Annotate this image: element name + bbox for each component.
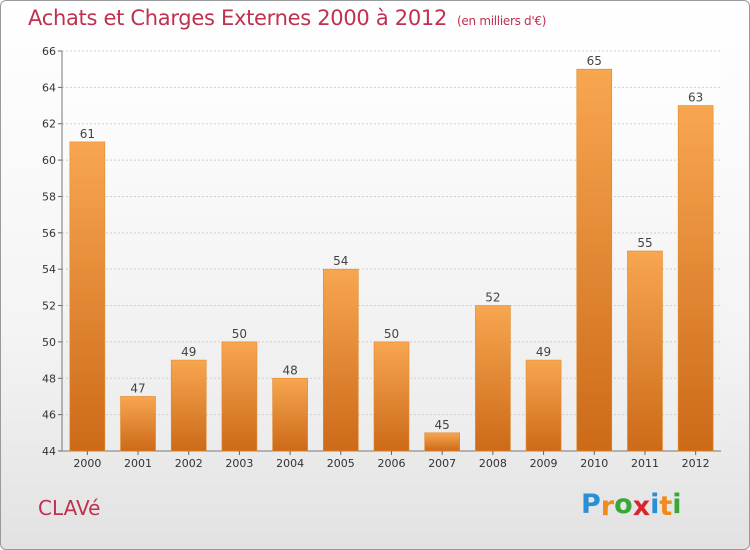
data-label-2012: 63 [688,91,703,105]
logo-letter: P [581,489,601,520]
chart-title-text: Achats et Charges Externes 2000 à 2012 [28,6,448,30]
x-tick-label-2007: 2007 [428,457,456,470]
data-label-2001: 47 [130,381,145,395]
chart-subtitle: (en milliers d'€) [457,14,547,28]
y-tick-label: 50 [42,336,56,349]
bar-2006 [373,341,410,452]
y-tick-label: 56 [42,227,56,240]
bar-2010 [576,68,613,452]
x-tick-label-2011: 2011 [631,457,659,470]
bar-2001 [120,396,156,452]
data-label-2007: 45 [435,418,450,432]
x-tick-label-2004: 2004 [276,457,304,470]
logo-letter: i [672,489,682,520]
data-label-2002: 49 [181,345,196,359]
logo-letter: t [659,491,673,522]
x-tick-label-2005: 2005 [327,457,355,470]
x-tick-label-2000: 2000 [73,457,101,470]
y-tick-label: 46 [42,409,56,422]
y-tick-label: 64 [42,81,56,94]
data-label-2006: 50 [384,327,399,341]
bar-2012 [677,105,714,452]
logo-letter: r [600,491,615,522]
data-label-2009: 49 [536,345,551,359]
data-label-2005: 54 [333,254,348,268]
bar-2002 [170,359,207,452]
x-tick-label-2008: 2008 [479,457,507,470]
x-tick-label-2001: 2001 [124,457,152,470]
proxiti-logo: Proxiti [581,489,682,522]
commune-name: CLAVé [38,496,101,520]
data-label-2008: 52 [485,291,500,305]
bar-2008 [475,305,511,452]
bar-2004 [272,377,308,452]
y-tick-label: 62 [42,118,56,131]
x-tick-label-2009: 2009 [530,457,558,470]
data-label-2000: 61 [80,127,95,141]
logo-letter: i [650,489,660,520]
x-tick-label-2012: 2012 [682,457,710,470]
bar-2005 [323,268,359,452]
data-label-2004: 48 [282,363,297,377]
data-label-2003: 50 [232,327,247,341]
x-tick-label-2002: 2002 [175,457,203,470]
logo-letter: x [632,491,651,522]
y-tick-label: 54 [42,263,56,276]
x-tick-label-2003: 2003 [225,457,253,470]
y-tick-label: 52 [42,300,56,313]
y-tick-label: 44 [42,445,56,458]
data-label-2011: 55 [637,236,652,250]
x-tick-label-2010: 2010 [580,457,608,470]
bar-2007 [424,432,460,452]
y-tick-label: 66 [42,45,56,58]
data-label-2010: 65 [587,54,602,68]
y-tick-label: 48 [42,372,56,385]
y-tick-label: 58 [42,190,56,203]
y-tick-label: 60 [42,154,56,167]
chart-title: Achats et Charges Externes 2000 à 2012 (e… [28,6,546,30]
bar-2000 [69,141,106,452]
x-tick-label-2006: 2006 [378,457,406,470]
bar-2009 [525,359,562,452]
bar-2011 [627,250,663,452]
logo-letter: o [614,489,633,520]
bar-2003 [221,341,258,452]
